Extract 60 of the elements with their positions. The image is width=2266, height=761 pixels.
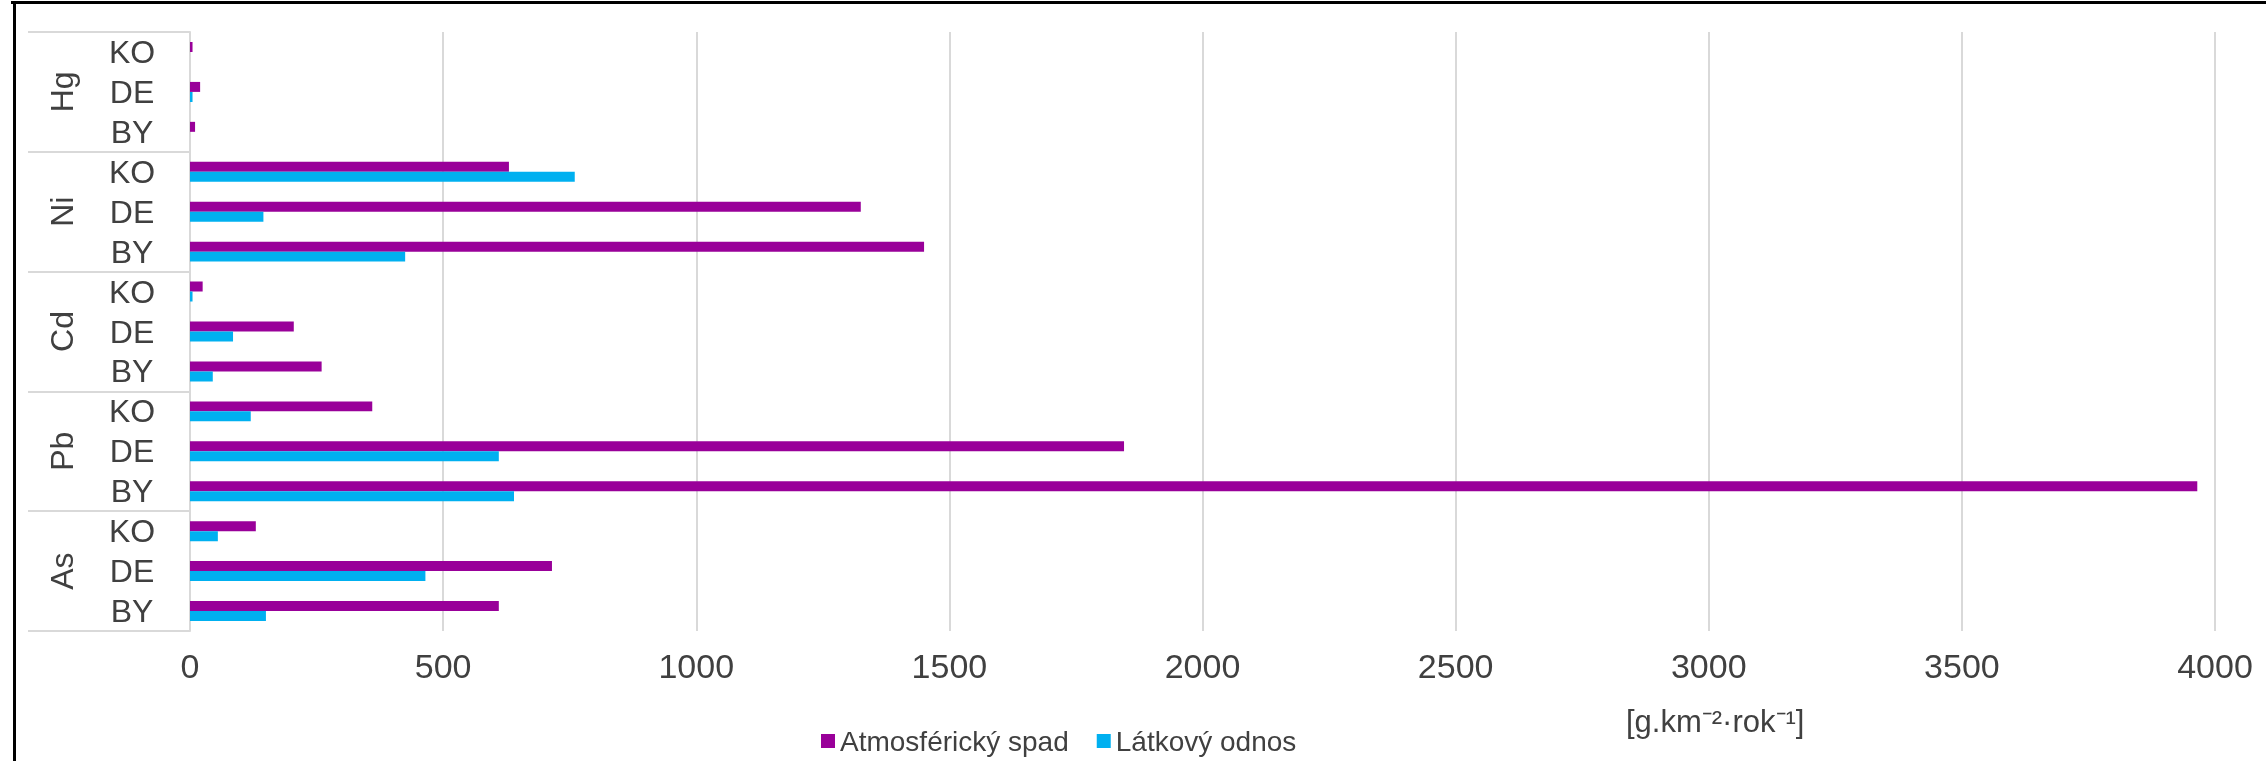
- y-tick-label: DE: [109, 313, 155, 350]
- bar: [190, 411, 251, 422]
- x-tick-label: 2500: [1417, 647, 1494, 685]
- y-tick-label: KO: [108, 153, 156, 190]
- bar: [190, 41, 193, 52]
- y-tick-label: BY: [110, 473, 154, 510]
- x-tick-label: 3000: [1670, 647, 1747, 685]
- bar: [190, 571, 426, 582]
- bar: [190, 601, 499, 612]
- x-tick-label: 4000: [2177, 647, 2253, 685]
- y-tick-label: DE: [109, 73, 155, 110]
- x-tick-label: 3500: [1924, 647, 2000, 685]
- bar: [190, 161, 509, 172]
- bar: [190, 331, 234, 342]
- bar: [190, 521, 256, 532]
- legend-label: Atmosférický spad: [840, 725, 1069, 757]
- y-tick-label: BY: [110, 593, 154, 630]
- bar: [190, 481, 2198, 492]
- bar: [190, 531, 218, 542]
- x-tick-label: 500: [414, 647, 472, 685]
- bar: [190, 171, 575, 182]
- x-tick-label: 0: [180, 647, 200, 685]
- y-tick-label: DE: [109, 433, 155, 470]
- text: Pb: [44, 431, 80, 471]
- text: As: [44, 552, 80, 590]
- y-tick-label: BY: [110, 233, 154, 270]
- bar: [190, 361, 322, 372]
- x-tick-label: 1000: [658, 647, 735, 685]
- y-tick-label: KO: [108, 33, 156, 70]
- bar: [190, 491, 514, 502]
- legend-label: Látkový odnos: [1115, 725, 1297, 757]
- y-tick-label: BY: [110, 113, 154, 150]
- x-tick-label: 2000: [1164, 647, 1241, 685]
- bar: [190, 401, 373, 412]
- y-tick-label: DE: [109, 193, 155, 230]
- bar: [190, 611, 266, 622]
- bar: [190, 291, 193, 302]
- bar: [190, 251, 406, 262]
- bar: [190, 561, 552, 572]
- bar: [190, 441, 1125, 452]
- bar: [190, 241, 925, 252]
- x-axis-title: [g.km⁻²·rok⁻¹]: [1626, 704, 1805, 739]
- y-tick-label: DE: [109, 553, 155, 590]
- y-tick-label: KO: [108, 393, 156, 430]
- bar: [190, 91, 193, 102]
- y-tick-label: KO: [108, 513, 156, 550]
- text: Cd: [44, 311, 80, 352]
- x-tick-label: 1500: [911, 647, 988, 685]
- text: Ni: [44, 196, 80, 227]
- bar: [190, 211, 264, 222]
- bar: [190, 201, 861, 212]
- text: Hg: [44, 71, 80, 113]
- bar: [190, 81, 201, 92]
- bar: [190, 321, 294, 332]
- bar: [190, 451, 499, 462]
- bar: [190, 121, 196, 132]
- y-tick-label: KO: [108, 273, 156, 310]
- bar: [190, 371, 213, 382]
- y-tick-label: BY: [110, 353, 154, 390]
- bar: [190, 281, 203, 292]
